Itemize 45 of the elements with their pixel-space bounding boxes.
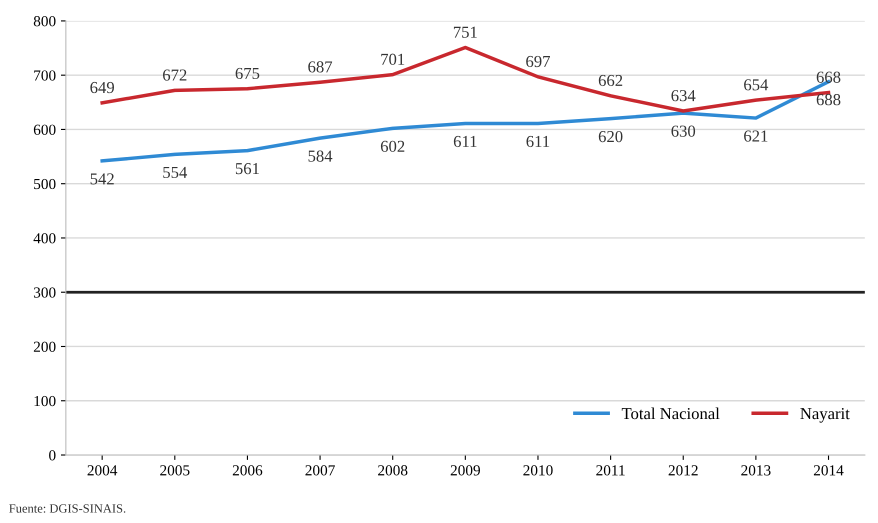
x-tick-label: 2012 <box>668 465 698 476</box>
data-label: 554 <box>163 166 188 178</box>
data-label: 654 <box>744 79 768 90</box>
x-tick-label: 2011 <box>596 465 625 476</box>
data-label: 542 <box>90 173 114 185</box>
data-label: 662 <box>598 74 622 86</box>
x-tick-label: 2004 <box>88 465 118 476</box>
y-tick-label: 400 <box>34 233 56 244</box>
data-label: 687 <box>308 61 332 73</box>
data-label: 611 <box>526 136 550 148</box>
data-label: 611 <box>454 136 477 148</box>
data-label: 621 <box>744 130 768 142</box>
y-tick-label: 300 <box>34 287 56 298</box>
data-label: 649 <box>90 82 114 94</box>
data-label: 561 <box>236 163 259 174</box>
legend-label: Nayarit <box>800 408 850 423</box>
y-tick-label: 100 <box>34 396 56 406</box>
y-tick-label: 500 <box>34 178 56 190</box>
data-label: 672 <box>163 69 186 81</box>
x-tick-label: 2014 <box>814 465 844 476</box>
data-label: 688 <box>816 94 840 106</box>
y-tick-label: 200 <box>34 342 56 352</box>
x-tick-label: 2010 <box>523 465 553 476</box>
data-label: 602 <box>380 140 404 152</box>
x-tick-label: 2009 <box>450 465 480 476</box>
x-tick-label: 2005 <box>160 465 190 476</box>
data-label: 630 <box>671 126 696 137</box>
data-label: 584 <box>308 150 332 162</box>
x-tick-label: 2008 <box>378 465 408 476</box>
data-label: 751 <box>454 26 477 38</box>
y-tick-label: 0 <box>49 450 56 460</box>
x-tick-label: 2006 <box>232 465 262 476</box>
data-label: 697 <box>526 56 550 68</box>
data-label: 668 <box>816 72 840 83</box>
data-label: 634 <box>671 90 696 102</box>
source-note: Fuente: DGIS-SINAIS. <box>9 504 126 513</box>
x-tick-label: 2013 <box>741 465 771 476</box>
data-label: 675 <box>236 68 260 80</box>
x-tick-label: 2007 <box>305 465 335 476</box>
y-tick-label: 600 <box>34 124 56 135</box>
y-tick-label: 800 <box>34 16 56 26</box>
data-label: 701 <box>381 54 404 65</box>
y-tick-label: 700 <box>34 70 56 81</box>
legend-label: Total Nacional <box>622 407 720 420</box>
data-label: 620 <box>598 130 622 142</box>
